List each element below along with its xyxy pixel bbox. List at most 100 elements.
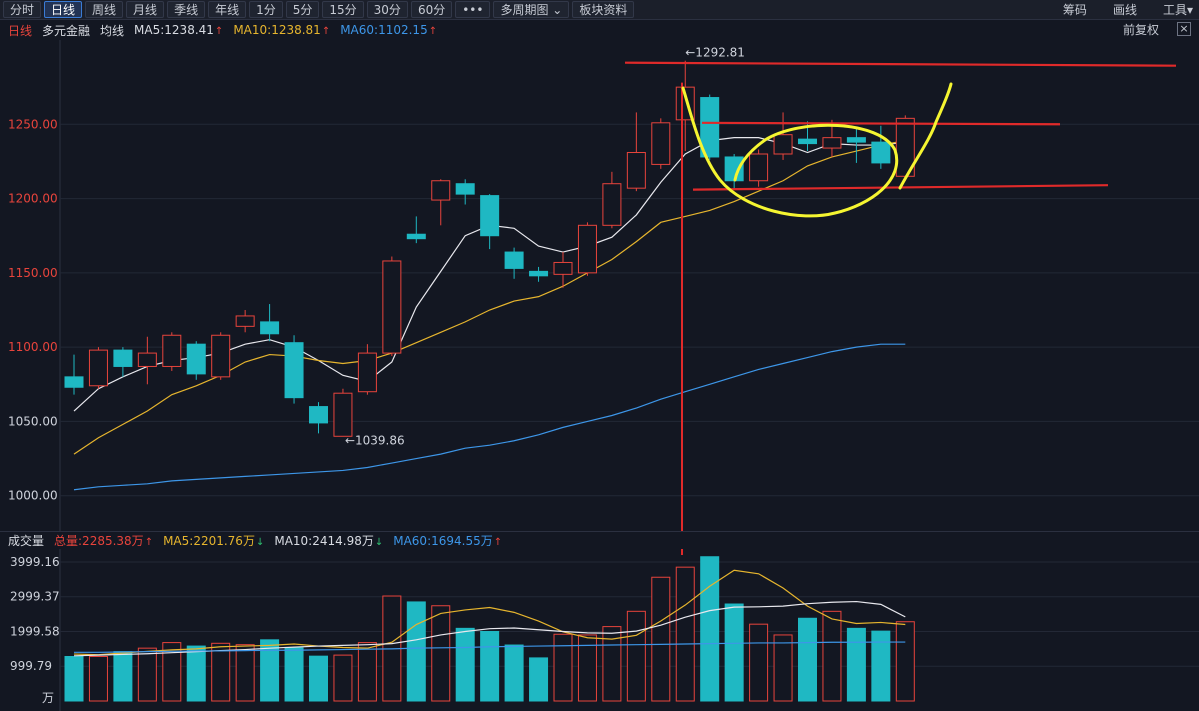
arrow-up-icon: ↑ (321, 26, 331, 37)
volume-bar-down (480, 630, 500, 702)
ma-line-ma10 (73, 140, 906, 455)
candle (602, 171, 622, 229)
tab-5min[interactable]: 5分 (285, 1, 320, 18)
tab-monthly[interactable]: 月线 (126, 1, 165, 18)
volume-bar-down (871, 630, 891, 702)
vol-ma10-value: MA10:2414.98万 (274, 534, 374, 548)
low-price-label: ←1039.86 (345, 433, 405, 447)
draw-line-button[interactable]: 画线 (1112, 3, 1137, 17)
volume-bar-down (406, 601, 426, 702)
volume-bar-up (553, 633, 573, 702)
toolbar-right: 筹码 画线 工具▾ (1063, 0, 1193, 19)
candle (162, 332, 182, 371)
volume-bar-up (651, 576, 671, 702)
candle (382, 256, 402, 357)
ma10-value: MA10:1238.81 (233, 23, 321, 37)
volume-bar-down (700, 556, 720, 702)
candle (700, 94, 720, 160)
candle-body-up (577, 224, 597, 274)
security-name: 多元金融 (42, 23, 91, 38)
vol-tick-label: 万 (42, 691, 54, 705)
candle (64, 354, 84, 395)
candle (504, 247, 524, 279)
candle-body-up (626, 152, 646, 189)
volume-bar-up (577, 634, 597, 702)
candle-body-up (211, 334, 231, 378)
volume-bar-up (137, 647, 157, 702)
candle-body-up (382, 260, 402, 354)
volume-chart[interactable]: 3999.16 2999.37 1999.58 999.79 万 (0, 549, 1199, 711)
volume-bar-down (309, 655, 328, 702)
candle-body-up (651, 122, 671, 165)
caret-down-icon: ▾ (1186, 3, 1193, 17)
tools-dropdown[interactable]: 工具▾ (1163, 1, 1193, 18)
price-info-bar: 日线 多元金融 均线 MA5:1238.41↑ MA10:1238.81↑ MA… (0, 20, 1199, 40)
volume-bar-down (529, 657, 549, 702)
close-icon[interactable]: × (1177, 22, 1191, 36)
candle-body-down (284, 342, 304, 399)
volume-bar-down (724, 603, 744, 702)
volume-info-bar: 成交量 总量:2285.38万↑ MA5:2201.76万↓ MA10:2414… (0, 531, 1199, 549)
chips-button[interactable]: 筹码 (1062, 3, 1087, 17)
y-tick-label: 1200.00 (8, 192, 58, 206)
volume-bar-up (88, 656, 108, 702)
price-chart[interactable]: 1250.00 1200.00 1150.00 1100.00 1050.00 1000.… (0, 40, 1199, 531)
candle-body-up (749, 153, 769, 182)
volume-bar-up (749, 623, 769, 702)
more-button[interactable]: ••• (455, 1, 491, 18)
volume-bar-up (333, 654, 353, 702)
candle-body-down (529, 270, 549, 277)
arrow-down-icon: ↓ (374, 537, 384, 548)
candle (749, 149, 769, 187)
drawn-annotations (624, 61, 1177, 531)
candle (675, 60, 695, 152)
tab-weekly[interactable]: 周线 (85, 1, 124, 18)
y-tick-label: 1150.00 (8, 266, 58, 280)
volume-total: 总量:2285.38万 (54, 534, 144, 548)
tab-quarterly[interactable]: 季线 (167, 1, 206, 18)
ma60-value: MA60:1102.15 (340, 23, 428, 37)
tab-yearly[interactable]: 年线 (208, 1, 247, 18)
multi-period-dropdown[interactable]: 多周期图 ⌄ (493, 1, 570, 18)
avg-line-label[interactable]: 均线 (100, 23, 125, 38)
tab-fenshi[interactable]: 分时 (3, 1, 42, 18)
volume-bar-down (260, 639, 280, 702)
adjust-dropdown[interactable]: 前复权 (1123, 20, 1159, 40)
candle-body-up (773, 134, 793, 155)
tools-label: 工具 (1162, 3, 1187, 17)
vol-ma5-readout: MA5:2201.76万↓ (163, 532, 264, 549)
tab-daily[interactable]: 日线 (44, 1, 83, 18)
candle-body-up (162, 334, 182, 367)
tab-30min[interactable]: 30分 (366, 1, 408, 18)
ma60-readout: MA60:1102.15↑ (340, 23, 437, 37)
candle-body-down (260, 321, 280, 335)
candle (113, 347, 133, 377)
candle-body-up (235, 315, 255, 327)
candle (88, 347, 108, 389)
vol-tick-label: 999.79 (10, 659, 52, 673)
volume-bar-up (357, 642, 377, 702)
candle (626, 112, 646, 192)
candle (211, 332, 231, 380)
candle-body-up (357, 352, 377, 393)
candle-body-down (406, 233, 426, 240)
resistance-line (624, 61, 1177, 67)
upper-range-line (701, 121, 1061, 126)
candle-body-up (553, 261, 573, 275)
volume-bar-up (235, 644, 255, 702)
volume-bar-up (626, 610, 646, 702)
candle-body-up (602, 183, 622, 226)
candle-body-down (309, 406, 328, 424)
tab-60min[interactable]: 60分 (410, 1, 453, 18)
volume-bar-down (64, 656, 84, 702)
volume-bar-up (162, 642, 182, 702)
tab-1min[interactable]: 1分 (249, 1, 283, 18)
yellow-circle-annotation (681, 82, 953, 218)
volume-bar-down (113, 651, 133, 702)
candle-body-down (480, 195, 500, 237)
candle-body-down (113, 349, 133, 367)
arrow-up-icon: ↑ (428, 26, 438, 37)
candle (455, 179, 475, 205)
tab-15min[interactable]: 15分 (322, 1, 364, 18)
sector-info-button[interactable]: 板块资料 (572, 1, 635, 18)
